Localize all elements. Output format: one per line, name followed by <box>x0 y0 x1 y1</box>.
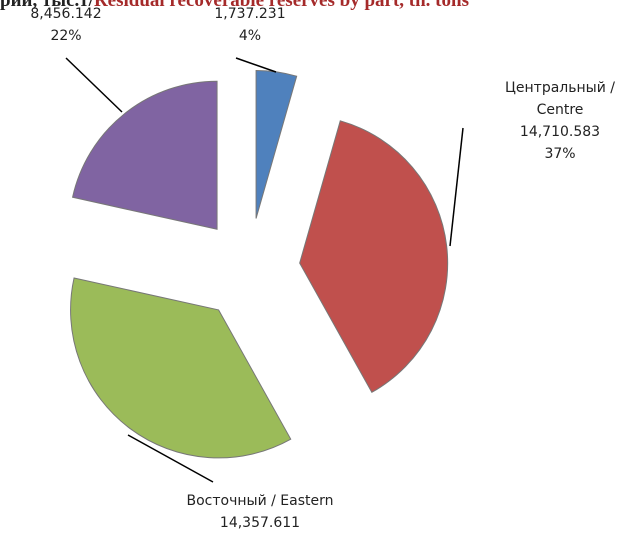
slice-label: 37% <box>544 146 575 162</box>
leader-line <box>65 57 123 113</box>
slice-label: Центральный / Centre <box>505 80 615 118</box>
slice-label: 14,710.583 <box>520 124 600 140</box>
title-prefix: рии, тыс.т/ <box>0 0 95 11</box>
pie-slice <box>70 277 292 459</box>
pie-slice <box>255 69 298 219</box>
title-main: Residual recoverable reserves by part, t… <box>94 0 469 11</box>
leader-line <box>127 434 214 483</box>
pie-slice <box>299 120 449 394</box>
leader-line <box>235 57 277 73</box>
pie-slice <box>71 80 218 230</box>
leader-line <box>449 127 464 247</box>
slice-label: 1,737.231 <box>214 6 285 22</box>
leader-lines <box>65 57 464 483</box>
slice-label: 22% <box>50 28 81 44</box>
slice-label: 4% <box>239 28 261 44</box>
chart-title: рии, тыс.т/Residual recoverable reserves… <box>0 0 469 11</box>
slice-label: 8,456.142 <box>30 6 101 22</box>
slice-label: Восточный / Eastern <box>187 493 334 509</box>
slice-label: 14,357.611 <box>220 515 300 531</box>
